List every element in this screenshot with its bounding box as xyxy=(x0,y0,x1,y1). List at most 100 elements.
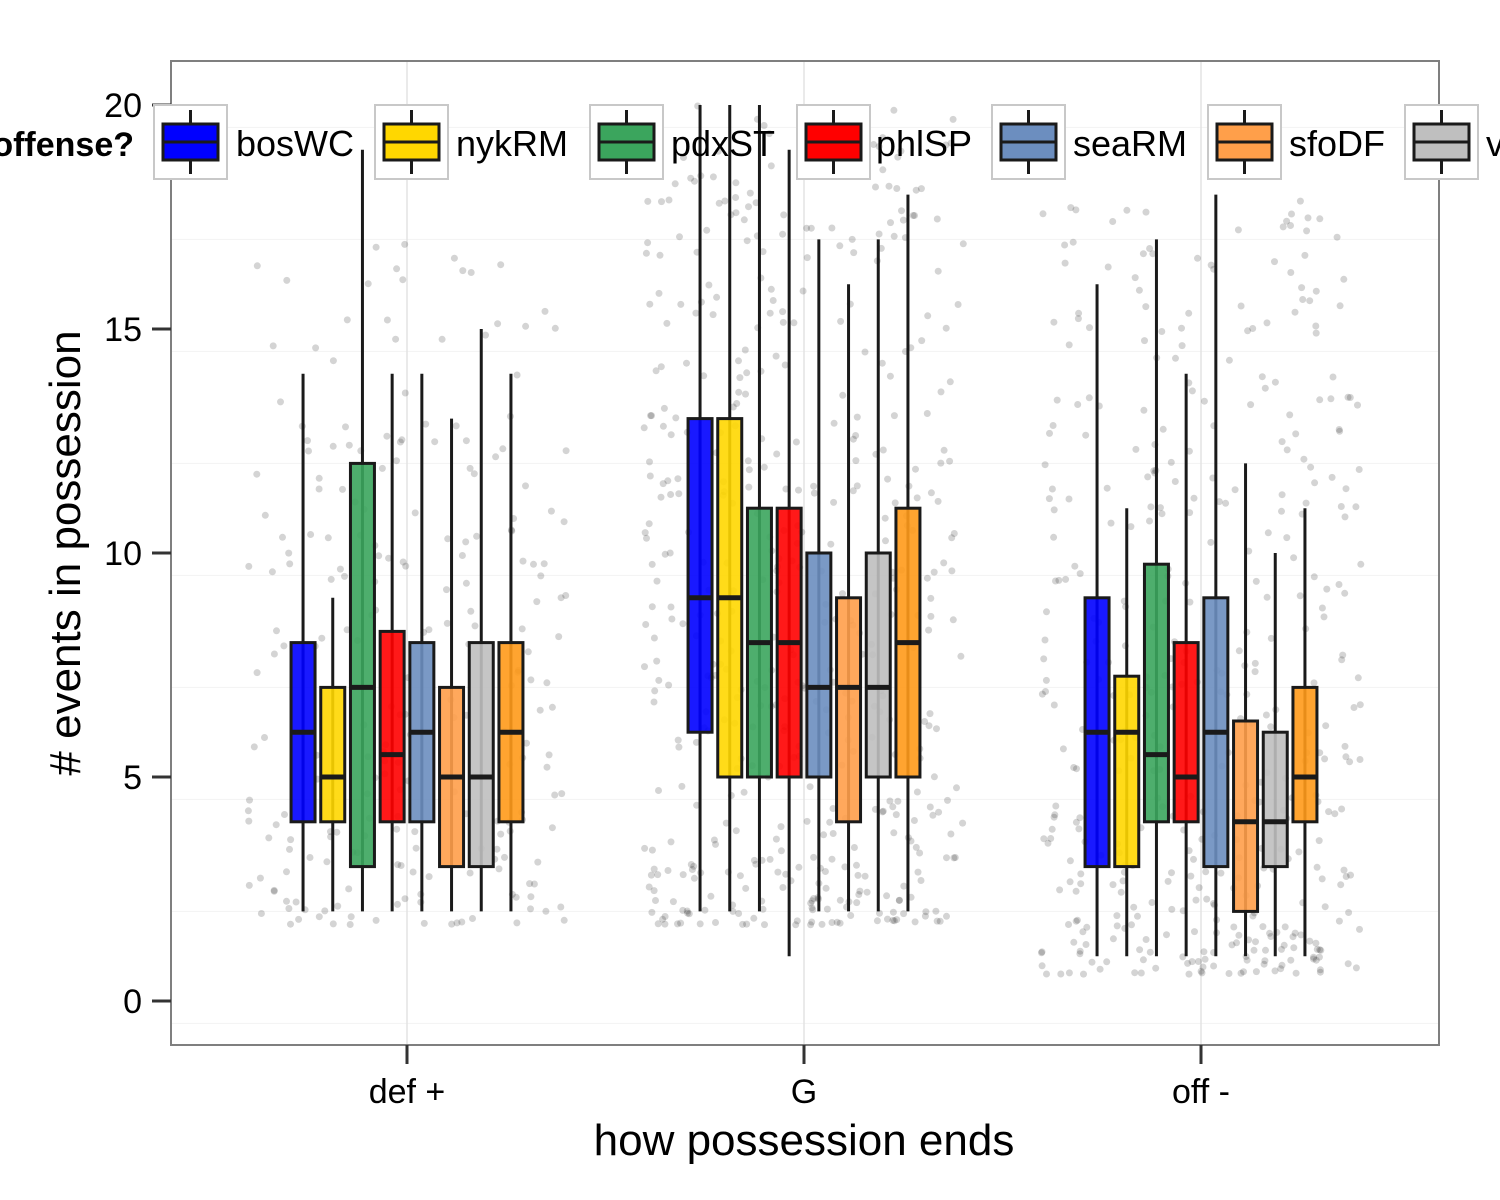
jitter-point xyxy=(1337,503,1345,510)
jitter-point xyxy=(1215,498,1223,506)
jitter-point xyxy=(283,897,290,905)
jitter-point xyxy=(693,801,701,809)
jitter-point xyxy=(1346,758,1354,766)
jitter-point xyxy=(458,918,466,926)
jitter-point xyxy=(323,858,331,866)
jitter-point xyxy=(1195,884,1203,892)
jitter-point xyxy=(861,348,869,356)
jitter-point xyxy=(772,835,780,843)
jitter-point xyxy=(1298,284,1306,292)
jitter-point xyxy=(650,698,658,706)
jitter-point xyxy=(761,921,768,929)
jitter-point xyxy=(283,868,290,876)
jitter-point xyxy=(315,913,323,921)
jitter-point xyxy=(948,567,956,575)
jitter-point xyxy=(1231,486,1239,494)
jitter-point xyxy=(1117,888,1125,896)
jitter-point xyxy=(1096,965,1104,973)
jitter-point xyxy=(879,134,887,142)
jitter-point xyxy=(1207,538,1215,546)
jitter-point xyxy=(1202,868,1210,876)
jitter-point xyxy=(443,619,451,627)
box-sfoDF-G xyxy=(835,284,863,912)
jitter-point xyxy=(648,603,656,611)
jitter-point xyxy=(921,912,929,920)
jitter-point xyxy=(285,549,293,557)
jitter-point xyxy=(1288,210,1295,218)
jitter-point xyxy=(1263,593,1271,601)
jitter-point xyxy=(1344,960,1352,968)
jitter-point xyxy=(1336,302,1344,310)
jitter-point xyxy=(543,679,551,687)
jitter-point xyxy=(1082,431,1090,439)
jitter-point xyxy=(501,853,508,861)
jitter-point xyxy=(378,464,386,472)
jitter-point xyxy=(398,436,406,444)
jitter-point xyxy=(268,568,276,576)
jitter-point xyxy=(1200,397,1208,405)
jitter-point xyxy=(948,534,956,542)
jitter-point xyxy=(949,616,957,624)
jitter-point xyxy=(1178,342,1186,350)
jitter-point xyxy=(640,424,648,432)
jitter-point xyxy=(1043,608,1050,616)
jitter-point xyxy=(1123,206,1131,214)
jitter-point xyxy=(659,915,667,923)
jitter-point xyxy=(321,907,329,915)
jitter-point xyxy=(685,910,693,918)
jitter-point xyxy=(448,920,456,928)
jitter-point xyxy=(524,648,532,656)
jitter-point xyxy=(1146,517,1153,525)
jitter-point xyxy=(659,480,667,488)
jitter-point xyxy=(929,811,937,819)
jitter-point xyxy=(735,357,742,365)
jitter-point xyxy=(1074,401,1082,408)
legend-label: seaRM xyxy=(1073,123,1187,164)
jitter-point xyxy=(306,854,314,861)
jitter-point xyxy=(675,490,683,498)
legend-title: offense? xyxy=(0,126,134,164)
jitter-point xyxy=(1073,916,1081,924)
jitter-point xyxy=(1286,411,1294,419)
jitter-point xyxy=(1048,825,1056,833)
jitter-point xyxy=(393,825,401,833)
jitter-point xyxy=(1228,941,1236,949)
jitter-point xyxy=(245,817,253,825)
jitter-point xyxy=(1317,946,1325,954)
jitter-point xyxy=(444,535,452,543)
jitter-point xyxy=(641,844,649,852)
legend-item-nykRM: nykRM xyxy=(374,104,568,180)
jitter-point xyxy=(656,251,664,259)
jitter-point xyxy=(752,199,760,207)
jitter-point xyxy=(853,482,861,490)
jitter-point xyxy=(732,194,740,201)
jitter-point xyxy=(1217,869,1225,877)
jitter-point xyxy=(651,687,659,695)
jitter-point xyxy=(1341,742,1349,750)
jitter-point xyxy=(1210,962,1218,970)
jitter-point xyxy=(912,843,920,851)
jitter-point xyxy=(527,676,535,684)
jitter-point xyxy=(668,615,676,623)
jitter-point xyxy=(895,897,903,904)
jitter-point xyxy=(1072,206,1080,214)
jitter-point xyxy=(1306,297,1314,305)
jitter-point xyxy=(893,185,901,192)
jitter-point xyxy=(898,207,905,215)
jitter-point xyxy=(841,863,849,871)
jitter-point xyxy=(911,918,919,926)
jitter-point xyxy=(493,845,501,853)
jitter-point xyxy=(1335,426,1343,433)
jitter-point xyxy=(899,216,907,224)
jitter-point xyxy=(1148,899,1156,906)
jitter-point xyxy=(281,811,288,818)
jitter-point xyxy=(1290,554,1298,562)
jitter-point xyxy=(372,916,380,924)
jitter-point xyxy=(329,442,337,450)
jitter-point xyxy=(946,457,954,465)
jitter-point xyxy=(875,143,883,150)
jitter-point xyxy=(1203,895,1211,903)
jitter-point xyxy=(548,824,556,832)
jitter-point xyxy=(828,855,836,863)
